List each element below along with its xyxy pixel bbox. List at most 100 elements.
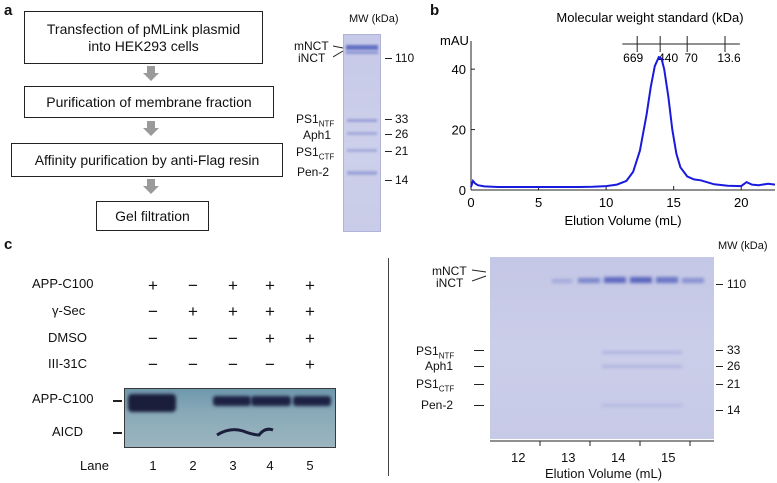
panel-divider [388,258,389,476]
blot-label-aicd: AICD [52,424,84,439]
blot-band-lane5 [293,396,331,406]
row-label-dmso: DMSO [48,330,87,345]
y-tick-label: 0 [459,183,466,198]
gel-a-label-inct: iNCT [298,51,326,65]
blot-label-app-c100: APP-C100 [32,391,94,406]
gel-a-tick-21 [385,151,392,152]
condition-symbol: + [265,302,275,321]
lane-number: 3 [229,458,237,473]
gel-c-band-faint-1 [602,351,682,354]
condition-symbol: − [228,355,238,374]
x-tick-label: 20 [734,195,748,210]
flow-step-3: Affinity purification by anti-Flag resin [11,143,283,177]
x-tick-label: 5 [535,195,542,210]
flow-step-1: Transfection of pMLink plasmid into HEK2… [24,11,263,64]
condition-symbol: + [228,302,238,321]
gel-c-label-ps1ctf: PS1CTF [416,377,455,394]
gel-c-tick-110 [716,284,723,285]
y-tick-label: 20 [452,123,466,138]
condition-symbol: − [148,355,158,374]
condition-symbol: − [228,329,238,348]
gel-c-band-faint-2 [602,365,682,368]
lane-number: 4 [266,458,274,473]
lane-title: Lane [80,458,109,473]
row-label-iii31c: III-31C [48,356,88,371]
condition-symbol: + [305,329,315,348]
gel-a-tick-110 [385,58,392,59]
gel-c-band-faint-3 [602,404,682,407]
gel-c-mw-110: 110 [727,277,747,291]
gel-c-label-aph1: Aph1 [425,359,454,373]
condition-symbol: + [265,276,275,295]
gel-c-tick-ps1ctf [474,384,484,385]
gel-a-mw-110: 110 [395,51,415,65]
gel-c-tick-aph1 [474,366,484,367]
gel-c-fraction-15: 15 [661,450,676,465]
gel-c-band-3 [630,277,652,283]
gel-c-tick-26 [716,366,723,367]
gel-c-mw-header: MW (kDa) [718,240,768,252]
gel-a-mw-26: 26 [395,127,409,141]
gel-a-label-pen2: Pen-2 [297,165,330,179]
blot-band-lane3 [213,396,251,406]
blot-tick-app [113,400,122,402]
row-label-app-c100: APP-C100 [32,276,94,291]
gel-a-mw-header: MW (kDa) [349,13,399,25]
blot-band-lane1 [128,394,176,412]
lane-number: 5 [306,458,314,473]
condition-symbol: − [188,276,198,295]
condition-symbol: + [148,276,158,295]
standard-label: 70 [684,51,698,65]
panel-a-label: a [4,2,13,19]
condition-symbol: − [148,302,158,321]
standard-label: 13.6 [717,51,741,65]
gel-a-pointer-lines [333,45,344,58]
y-axis-label: mAU [440,33,469,48]
flow-step-4: Gel filtration [96,201,209,231]
gel-a-band-nct2 [346,51,378,54]
condition-symbol: + [228,276,238,295]
standard-label: 669 [623,51,643,65]
condition-symbol: − [188,355,198,374]
lane-number: 2 [189,458,197,473]
gel-c-xlabel: Elution Volume (mL) [545,466,663,481]
gel-a-tick-14 [385,180,392,181]
gel-c-tick-33 [716,350,723,351]
gel-c-tick-14 [716,410,723,411]
blot-tick-aicd [113,432,122,434]
gel-a-tick-26 [385,134,392,135]
row-label-gamma-sec: γ-Sec [52,303,86,318]
chromatogram-line [470,55,776,188]
x-tick-label: 10 [599,195,613,210]
condition-symbol: + [305,302,315,321]
gel-c-pointer-lines [472,269,487,282]
gel-c-mw-26: 26 [727,359,741,373]
blot-band-lane4 [251,396,291,406]
gel-c-tick-21 [716,384,723,385]
gel-c-tick-ps1ntf [474,350,484,351]
gel-a-label-ps1ctf: PS1CTF [296,145,335,162]
flow-step-1-text: Transfection of pMLink plasmid into HEK2… [46,20,241,54]
lane-number: 1 [149,458,157,473]
flow-step-3-text: Affinity purification by anti-Flag resin [34,151,260,168]
gel-c-image [490,257,714,439]
condition-symbol: + [265,329,275,348]
condition-symbol: + [305,355,315,374]
gel-a-band-ps1ntf [347,119,377,122]
panel-c-label: c [4,236,13,253]
x-axis-label: Elution Volume (mL) [564,213,681,228]
gel-c-tick-pen2 [474,405,484,406]
gel-a-lane-image [343,34,381,232]
gel-c-band-0 [552,279,572,283]
gel-a-label-mnct: mNCT [294,39,329,53]
gel-a-mw-33: 33 [395,112,409,126]
condition-symbol: − [265,355,275,374]
gel-c-fraction-12: 12 [511,450,526,465]
gel-c-band-5 [682,278,704,283]
gel-a-band-aph1 [347,132,377,135]
gel-a-band-nct [346,45,378,50]
gel-c-mw-14: 14 [727,403,741,417]
condition-symbol: + [305,276,315,295]
gel-c-mw-33: 33 [727,343,741,357]
flow-step-2-text: Purification of membrane fraction [46,93,252,110]
